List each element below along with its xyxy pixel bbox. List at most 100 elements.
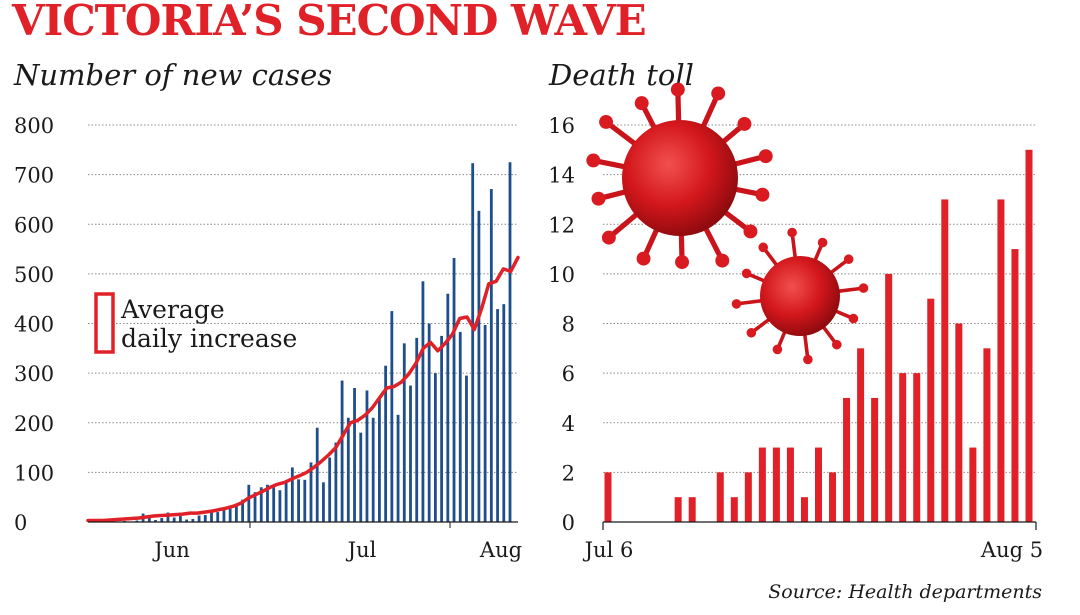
deaths-bar [899,373,907,522]
deaths-bars [604,149,1033,522]
cases-bar [340,380,344,522]
cases-bar [415,337,419,522]
virus-spike-tip [758,242,769,253]
cases-gridlines [88,124,518,473]
cases-y-tick-label: 500 [14,263,54,287]
cases-bar [452,257,456,522]
cases-bar [266,484,269,522]
cases-y-tick-label: 200 [14,412,54,436]
deaths-chart-title: Death toll [549,58,694,92]
cases-bar [166,512,170,522]
cases-bar [508,162,512,522]
deaths-bar [885,273,893,522]
deaths-bar [955,323,963,522]
deaths-bar [688,497,696,522]
cases-y-axis: 0 100 200 300 400 500 600 700 800 [14,114,54,535]
cases-bar [278,490,282,522]
deaths-bar [800,497,808,522]
cases-bar [135,520,139,522]
deaths-bar [604,472,612,522]
cases-bar [185,519,189,522]
cases-bar [147,517,151,522]
cases-bar [440,335,443,522]
virus-spike-tip [746,327,757,338]
cases-bar [378,397,381,522]
virus-spike-tip [755,187,770,202]
cases-average-line [86,255,520,523]
cases-y-tick-label: 600 [14,213,54,237]
deaths-bar [772,447,780,522]
virus-spike-tip [591,191,606,206]
virus-spike-tip [601,230,616,245]
cases-bar [284,482,288,522]
deaths-bar [871,397,879,522]
cases-y-tick-label: 100 [14,461,54,485]
cases-bar [210,509,213,522]
virus-spike-tip [858,283,869,293]
deaths-bar [913,373,921,522]
virus-spike-tip [743,224,758,239]
cases-bar [396,414,400,522]
deaths-x-tick-label: Jul 6 [583,538,634,562]
cases-bar [272,487,276,522]
deaths-bar [969,447,977,522]
virus-spike-tip [843,254,854,265]
virus-illustration-small [731,227,869,365]
cases-bar [402,343,406,522]
legend-label-line2: daily increase [121,324,297,353]
virus-spike-tip [817,237,828,248]
source-note: Source: Health departments [768,581,1042,603]
cases-chart-title: Number of new cases [14,58,333,92]
virus-spike-tip [731,299,742,309]
deaths-bar [716,472,724,522]
cases-bar [179,516,182,522]
cases-bar [384,365,388,522]
cases-bar [290,467,294,522]
cases-bar [309,462,313,522]
virus-spike-tip [803,354,813,365]
cases-x-tick-label: Jul [346,538,377,562]
cases-bar [222,508,226,522]
deaths-bar [997,199,1005,522]
virus-spike-tip [634,96,649,111]
cases-bar [371,417,375,522]
legend-swatch [94,292,115,354]
cases-y-tick-label: 400 [14,313,54,337]
deaths-y-tick-label: 16 [548,114,575,138]
virus-spike-tip [599,114,614,129]
deaths-y-tick-label: 4 [562,412,575,436]
cases-bar [465,375,468,522]
deaths-bar [786,447,794,522]
virus-body [760,256,840,336]
deaths-y-tick-label: 10 [548,263,575,287]
deaths-bar [829,472,837,522]
cases-bar [365,390,369,522]
virus-spike-tip [586,153,601,168]
deaths-y-tick-label: 0 [562,511,575,535]
cases-y-tick-label: 700 [14,164,54,188]
headline: VICTORIA’S SECOND WAVE [12,0,647,45]
deaths-y-tick-label: 6 [562,362,575,386]
deaths-bar [1011,249,1019,522]
deaths-bar [1025,149,1033,522]
cases-bar [334,442,338,522]
cases-bar [241,499,244,522]
cases-bar [197,515,201,522]
virus-spike-tip [711,86,726,101]
cases-bar [216,512,220,522]
cases-bar [154,520,157,522]
deaths-bar [843,397,851,522]
deaths-y-tick-label: 12 [548,213,575,237]
cases-bar [234,503,238,522]
cases-bar [483,324,487,522]
cases-x-axis: Jun Jul Aug [88,521,522,562]
deaths-gridlines [603,124,1036,473]
deaths-bar [730,497,738,522]
cases-bar [458,331,462,522]
cases-bar [172,517,176,522]
cases-bar [191,519,195,522]
cases-y-tick-label: 800 [14,114,54,138]
virus-spike-tip [848,313,859,324]
cases-legend: Average daily increase [94,292,297,354]
